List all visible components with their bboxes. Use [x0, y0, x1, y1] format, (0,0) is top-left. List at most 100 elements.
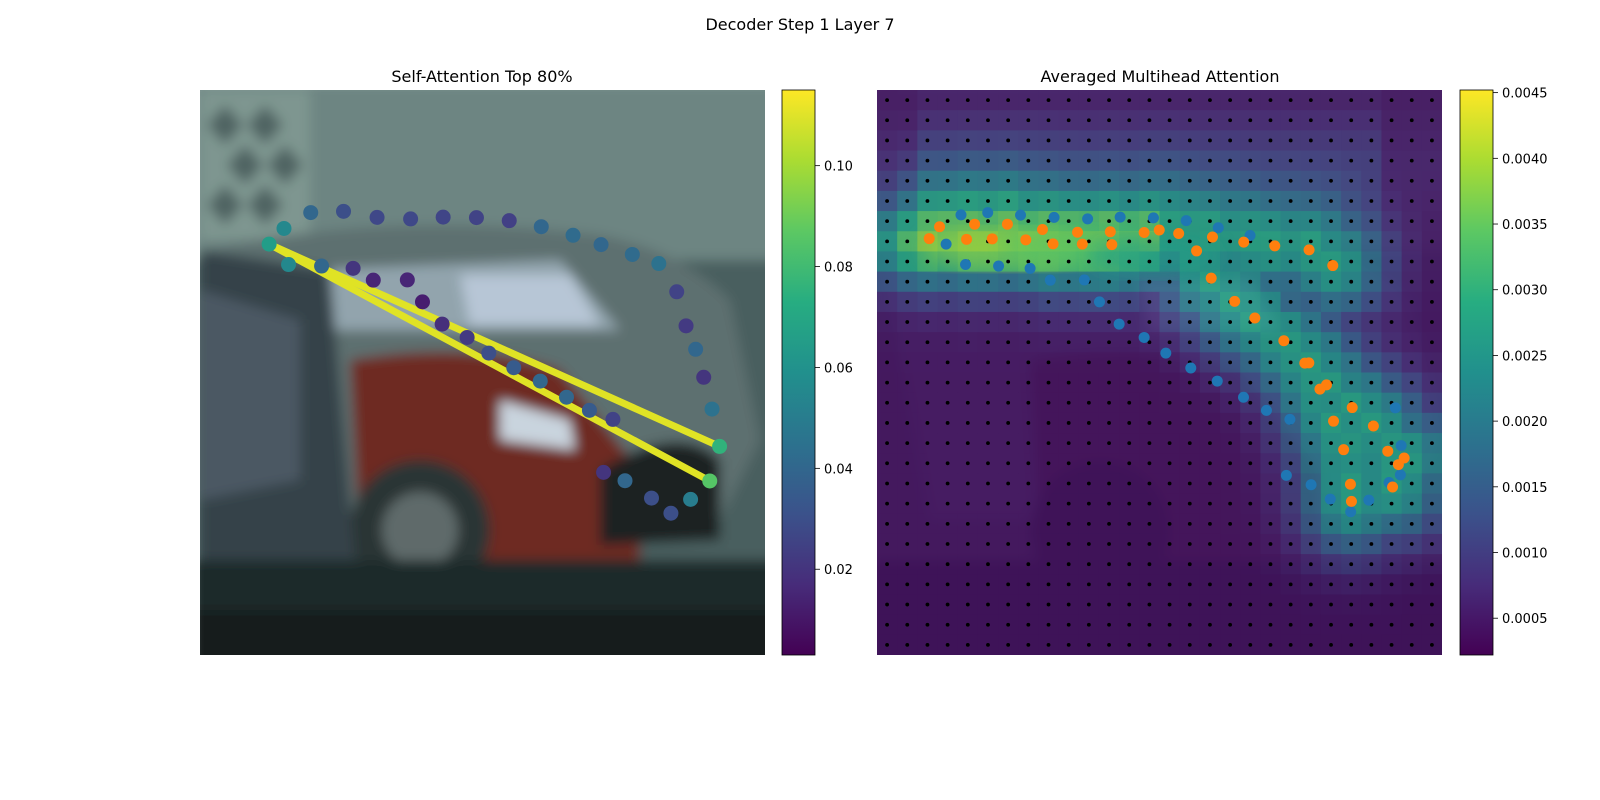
grid-dot: [1228, 622, 1233, 627]
grid-dot: [1389, 380, 1394, 385]
grid-dot: [1430, 421, 1434, 425]
colorbar-tick-label: 0.0020: [1502, 415, 1548, 430]
grid-dot: [1369, 178, 1374, 183]
blue-point: [1147, 212, 1159, 224]
grid-dot: [905, 380, 910, 385]
grid-dot: [1369, 279, 1374, 284]
grid-dot: [1086, 320, 1091, 324]
grid-dot: [1046, 400, 1051, 405]
grid-dot: [1066, 138, 1071, 143]
grid-dot: [965, 521, 970, 526]
grid-dot: [1026, 643, 1031, 647]
grid-dot: [1389, 279, 1394, 284]
grid-dot: [1430, 178, 1434, 183]
grid-dot: [1046, 320, 1051, 324]
blue-point: [1024, 262, 1036, 274]
grid-dot: [1187, 239, 1192, 244]
blue-point: [1280, 469, 1292, 481]
grid-dot: [1127, 340, 1132, 345]
grid-dot: [1066, 542, 1071, 546]
grid-dot: [1046, 562, 1051, 567]
grid-dot: [986, 178, 990, 183]
grid-dot: [1369, 98, 1374, 102]
grid-dot: [1187, 380, 1192, 385]
grid-dot: [1127, 441, 1132, 446]
grid-dot: [986, 421, 990, 425]
grid-dot: [1430, 360, 1434, 365]
grid-dot: [1066, 582, 1071, 587]
grid-dot: [1046, 441, 1051, 446]
grid-dot: [1288, 299, 1293, 304]
grid-dot: [965, 158, 970, 163]
grid-dot: [1349, 279, 1354, 284]
grid-dot: [1107, 118, 1111, 123]
attention-point: [365, 272, 381, 288]
grid-dot: [1248, 643, 1253, 647]
grid-dot: [905, 178, 910, 183]
grid-dot: [1329, 562, 1333, 567]
grid-dot: [1006, 501, 1011, 506]
grid-dot: [1167, 158, 1172, 163]
grid-dot: [1066, 239, 1071, 244]
grid-dot: [965, 279, 970, 284]
grid-dot: [1369, 138, 1374, 143]
grid-dot: [986, 380, 990, 385]
grid-dot: [1107, 299, 1111, 304]
grid-dot: [1208, 562, 1212, 567]
grid-dot: [1228, 158, 1233, 163]
grid-dot: [1127, 400, 1132, 405]
grid-dot: [1369, 360, 1374, 365]
grid-dot: [986, 320, 990, 324]
grid-dot: [1409, 562, 1414, 567]
grid-dot: [1208, 299, 1212, 304]
grid-dot: [905, 461, 910, 466]
grid-dot: [1046, 259, 1051, 264]
grid-dot: [1167, 299, 1172, 304]
blue-series-points: [940, 207, 1407, 518]
grid-dot: [1046, 643, 1051, 647]
grid-dot: [945, 602, 950, 607]
grid-dot: [905, 501, 910, 506]
grid-dot: [1208, 199, 1212, 203]
grid-dot: [905, 542, 910, 546]
grid-dot: [1369, 219, 1374, 224]
grid-dot: [1248, 542, 1253, 546]
grid-dot: [1248, 138, 1253, 143]
grid-dot: [1308, 279, 1313, 284]
grid-dot: [1086, 521, 1091, 526]
blue-point: [1138, 331, 1150, 343]
grid-dot: [1228, 219, 1233, 224]
orange-point: [1278, 335, 1290, 347]
grid-dot: [885, 219, 889, 224]
grid-dot: [1127, 178, 1132, 183]
grid-dot: [905, 602, 910, 607]
grid-dot: [1086, 421, 1091, 425]
grid-dot: [1329, 279, 1333, 284]
grid-dot: [1167, 98, 1172, 102]
grid-dot: [1329, 360, 1333, 365]
grid-dot: [1086, 118, 1091, 123]
grid-dot: [885, 461, 889, 466]
grid-dot: [965, 542, 970, 546]
attention-point: [678, 318, 694, 334]
grid-dot: [1147, 380, 1152, 385]
grid-dot: [1086, 259, 1091, 264]
grid-dot: [986, 299, 990, 304]
grid-dot: [1409, 199, 1414, 203]
grid-dot: [1308, 501, 1313, 506]
grid-dot: [1006, 239, 1011, 244]
grid-dot: [1167, 481, 1172, 486]
grid-dot: [1147, 441, 1152, 446]
attention-point: [702, 473, 718, 489]
grid-dot: [1127, 643, 1132, 647]
orange-point: [1303, 357, 1315, 369]
grid-dot: [986, 562, 990, 567]
grid-dot: [1127, 481, 1132, 486]
grid-dot: [965, 562, 970, 567]
grid-dot: [1066, 421, 1071, 425]
grid-dot: [1086, 158, 1091, 163]
grid-dot: [1288, 360, 1293, 365]
grid-dot: [965, 299, 970, 304]
grid-dot: [1086, 239, 1091, 244]
orange-point: [1327, 260, 1339, 272]
